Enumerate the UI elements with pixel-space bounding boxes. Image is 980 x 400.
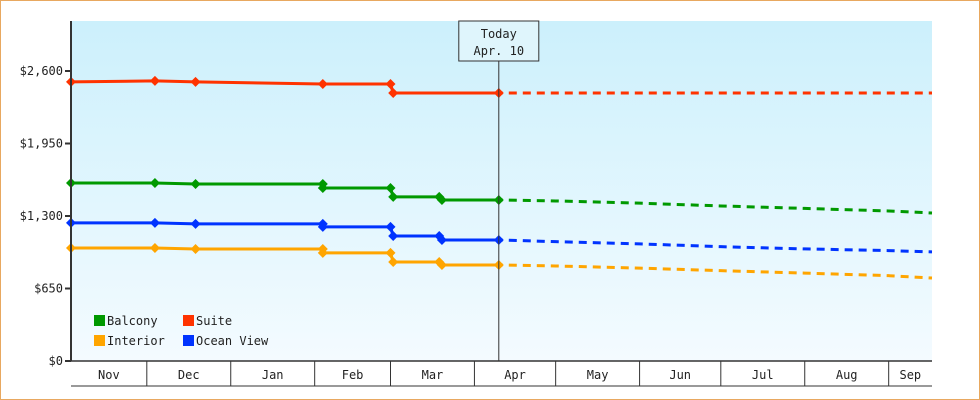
legend-swatch xyxy=(183,315,194,326)
x-tick-label: Nov xyxy=(98,368,120,382)
y-tick-label: $1,300 xyxy=(20,209,63,223)
y-tick-label: $0 xyxy=(49,354,63,368)
data-point[interactable] xyxy=(190,244,201,255)
today-date: Apr. 10 xyxy=(474,44,525,58)
forecast-line xyxy=(498,198,933,215)
legend-label: Interior xyxy=(107,334,165,348)
data-point[interactable] xyxy=(190,76,201,87)
data-point[interactable] xyxy=(317,221,328,232)
x-tick-label: Aug xyxy=(836,368,858,382)
y-tick-label: $650 xyxy=(34,282,63,296)
legend-item: Interior xyxy=(94,334,165,348)
series-ocean-view xyxy=(66,217,933,254)
x-tick-label: Jul xyxy=(752,368,774,382)
data-point[interactable] xyxy=(388,256,399,267)
data-point[interactable] xyxy=(317,183,328,194)
legend-item: Suite xyxy=(183,314,232,328)
legend-label: Balcony xyxy=(107,314,158,328)
legend-item: Ocean View xyxy=(183,334,269,348)
today-label: Today xyxy=(481,27,517,41)
data-point[interactable] xyxy=(190,218,201,229)
data-point[interactable] xyxy=(385,221,396,232)
data-point[interactable] xyxy=(436,234,447,245)
data-point[interactable] xyxy=(317,247,328,258)
data-point[interactable] xyxy=(385,183,396,194)
series-balcony xyxy=(66,177,933,215)
data-point[interactable] xyxy=(388,230,399,241)
x-tick-label: Dec xyxy=(178,368,200,382)
legend: Balcony Suite Interior Ocean View xyxy=(94,314,269,348)
legend-label: Suite xyxy=(196,314,232,328)
y-tick-label: $2,600 xyxy=(20,64,63,78)
legend-label: Ocean View xyxy=(196,334,269,348)
data-point[interactable] xyxy=(190,178,201,189)
data-point[interactable] xyxy=(317,78,328,89)
x-tick-label: May xyxy=(587,368,609,382)
x-tick-label: Jun xyxy=(669,368,691,382)
data-point[interactable] xyxy=(149,243,160,254)
x-tick-label: Apr xyxy=(504,368,526,382)
data-point[interactable] xyxy=(149,75,160,86)
y-tick-label: $1,950 xyxy=(20,137,63,151)
data-point[interactable] xyxy=(385,78,396,89)
plot-area xyxy=(71,21,932,361)
data-point[interactable] xyxy=(149,217,160,228)
forecast-line xyxy=(498,238,933,254)
today-marker: Today Apr. 10 xyxy=(458,20,540,361)
legend-swatch xyxy=(94,335,105,346)
x-tick-label: Jan xyxy=(262,368,284,382)
forecast-line xyxy=(498,263,933,280)
data-point[interactable] xyxy=(436,194,447,205)
series-interior xyxy=(66,243,933,280)
data-point[interactable] xyxy=(388,191,399,202)
today-box xyxy=(458,20,540,62)
data-point[interactable] xyxy=(149,177,160,188)
legend-swatch xyxy=(94,315,105,326)
data-point[interactable] xyxy=(388,87,399,98)
data-point[interactable] xyxy=(385,247,396,258)
data-point[interactable] xyxy=(436,259,447,270)
x-tick-label: Feb xyxy=(342,368,364,382)
x-tick-label: Mar xyxy=(422,368,444,382)
x-tick-label: Sep xyxy=(899,368,921,382)
legend-swatch xyxy=(183,335,194,346)
legend-item: Balcony xyxy=(94,314,158,328)
